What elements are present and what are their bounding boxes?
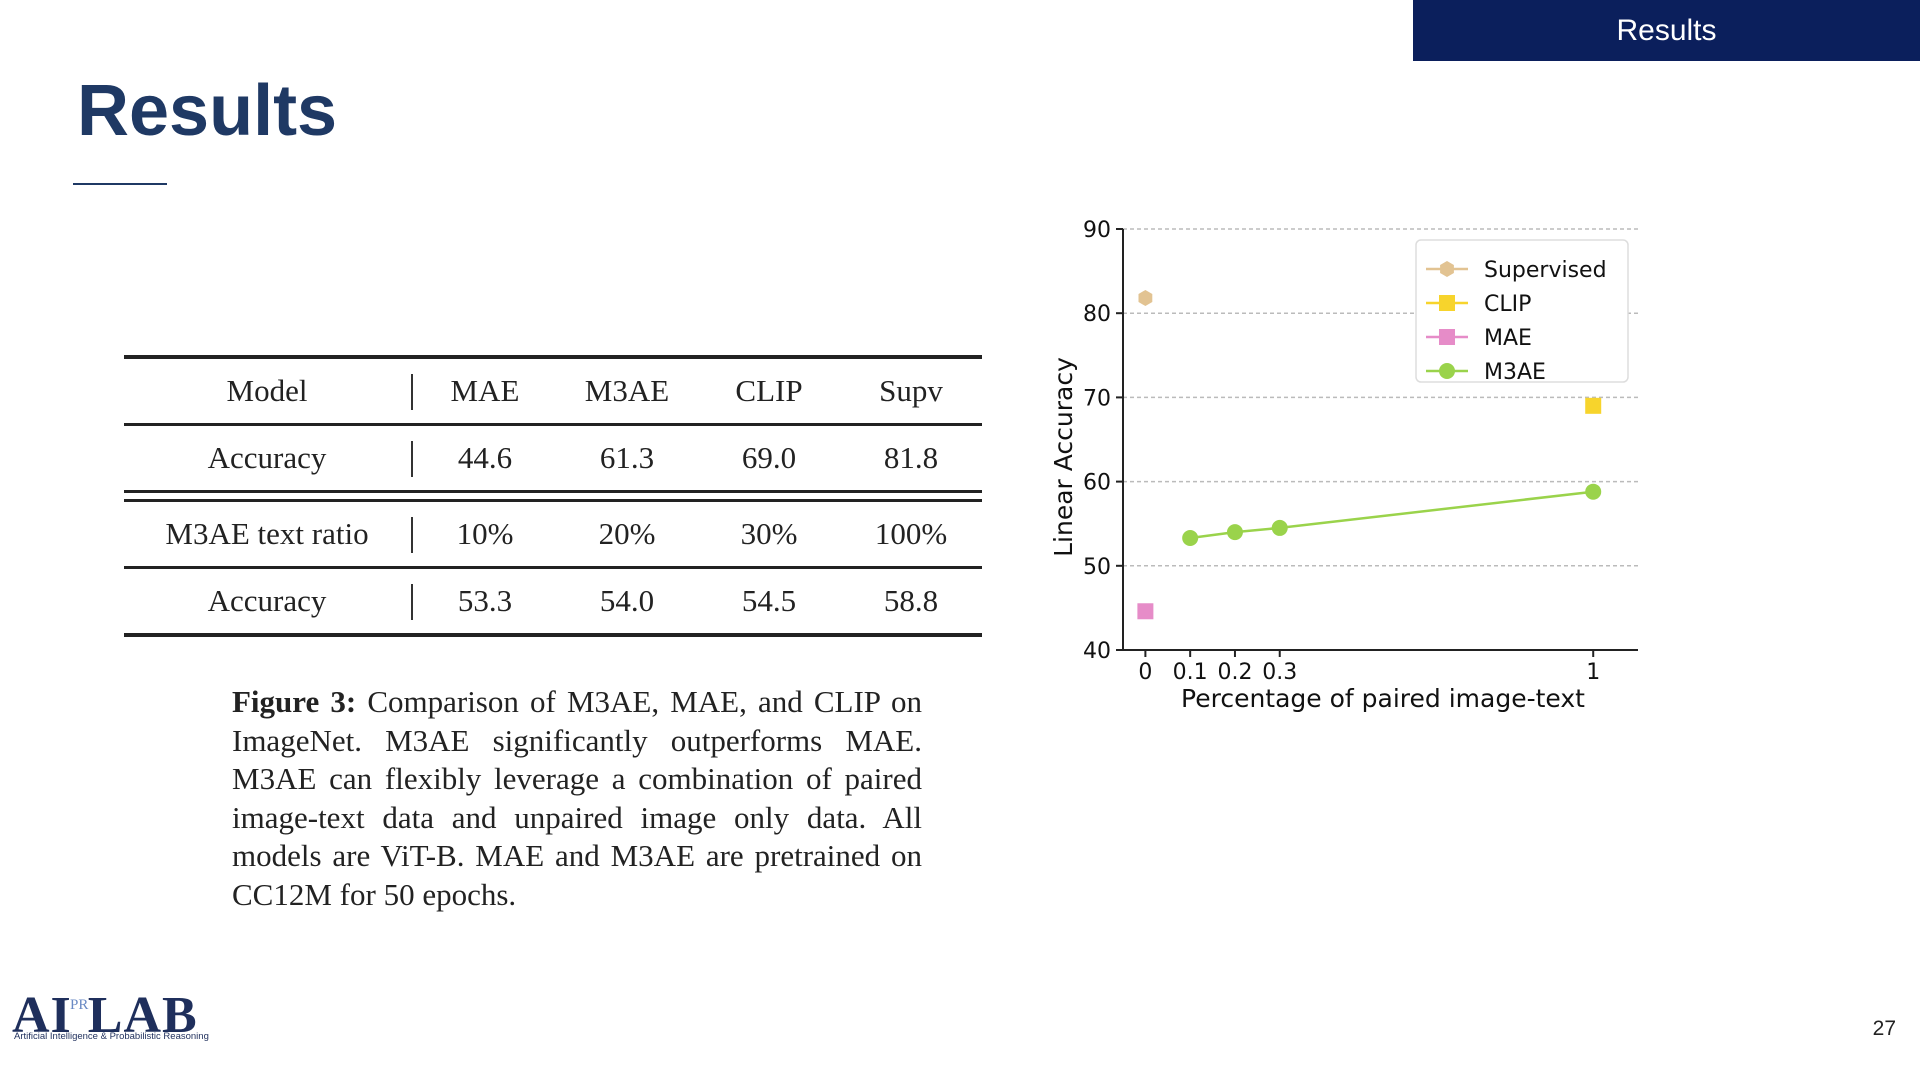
column-separator <box>410 500 414 569</box>
data-point <box>1137 603 1154 620</box>
legend-label: CLIP <box>1484 292 1531 317</box>
title-underline <box>73 183 167 185</box>
table-row: Accuracy 53.3 54.0 54.5 58.8 <box>124 567 982 637</box>
data-point <box>1226 524 1243 541</box>
slide-title: Results <box>77 71 338 151</box>
y-tick-label: 90 <box>1083 218 1111 243</box>
x-tick-label: 1 <box>1586 660 1600 685</box>
figure-caption: Figure 3: Comparison of M3AE, MAE, and C… <box>232 683 922 914</box>
legend-label: Supervised <box>1484 258 1607 283</box>
y-tick-label: 50 <box>1083 555 1111 580</box>
x-tick-label: 0 <box>1138 660 1152 685</box>
series-line <box>1190 490 1594 540</box>
table-cell: 81.8 <box>840 424 982 493</box>
table-cell: 53.3 <box>414 567 556 637</box>
table-cell: 30% <box>698 500 840 569</box>
x-tick-label: 0.2 <box>1217 660 1252 685</box>
legend-box <box>1415 239 1629 383</box>
table-cell: M3AE <box>556 355 698 426</box>
legend-label: MAE <box>1484 326 1532 351</box>
column-separator <box>410 567 414 637</box>
table-cell: MAE <box>414 355 556 426</box>
legend-marker <box>1439 363 1455 379</box>
data-point <box>1585 483 1602 500</box>
table-cell: 54.0 <box>556 567 698 637</box>
data-point <box>1182 530 1199 547</box>
y-tick-label: 60 <box>1083 471 1111 496</box>
page-number: 27 <box>1872 1017 1896 1040</box>
legend-marker <box>1439 295 1455 311</box>
table-row: Model MAE M3AE CLIP Supv <box>124 355 982 426</box>
table-row: Accuracy 44.6 61.3 69.0 81.8 <box>124 424 982 493</box>
table-cell: 10% <box>414 500 556 569</box>
legend-marker <box>1439 329 1455 345</box>
y-tick-label: 40 <box>1083 639 1111 664</box>
column-separator <box>410 355 414 426</box>
table-cell: Accuracy <box>124 567 410 637</box>
table-cell: M3AE text ratio <box>124 500 410 569</box>
data-point <box>1271 519 1288 536</box>
table-cell: 54.5 <box>698 567 840 637</box>
chart-legend: Supervised CLIP MAE M3AE <box>1415 239 1629 385</box>
table-cell: CLIP <box>698 355 840 426</box>
x-tick-label: 0.1 <box>1173 660 1208 685</box>
x-tick-label: 0.3 <box>1262 660 1297 685</box>
table-cell: 69.0 <box>698 424 840 493</box>
table-divider-row <box>124 491 982 502</box>
results-table: Model MAE M3AE CLIP Supv Accuracy 44.6 6… <box>124 355 982 637</box>
data-point <box>1138 290 1153 306</box>
data-points <box>1137 290 1602 620</box>
accuracy-chart: 40 50 60 70 80 90 0 0.1 0.2 0.3 1 Percentage of pa… <box>1049 218 1638 713</box>
legend-marker <box>1440 261 1454 277</box>
caption-label: Figure 3: <box>232 684 357 719</box>
table-cell: Model <box>124 355 410 426</box>
logo-tagline: Artificial Intelligence & Probabilistic … <box>14 1031 209 1042</box>
caption-text: Comparison of M3AE, MAE, and CLIP on Ima… <box>232 684 922 912</box>
x-axis-label: Percentage of paired image-text <box>1181 684 1585 713</box>
table-cell: 100% <box>840 500 982 569</box>
table-row: M3AE text ratio 10% 20% 30% 100% <box>124 500 982 569</box>
y-axis-label: Linear Accuracy <box>1049 357 1078 557</box>
y-tick-label: 80 <box>1083 302 1111 327</box>
column-separator <box>410 424 414 493</box>
logo-monogram: PR <box>70 997 89 1013</box>
legend-label: M3AE <box>1484 360 1546 385</box>
section-tag: Results <box>1413 0 1920 61</box>
table-cell: 58.8 <box>840 567 982 637</box>
data-point <box>1585 397 1602 414</box>
tick-labels: 40 50 60 70 80 90 0 0.1 0.2 0.3 1 <box>1083 218 1600 685</box>
series-lines <box>1190 490 1594 540</box>
table-cell: Supv <box>840 355 982 426</box>
ai-lab-logo: AI LAB PR Artificial Intelligence & Proba… <box>12 987 209 1050</box>
table-cell: 20% <box>556 500 698 569</box>
y-tick-label: 70 <box>1083 386 1111 411</box>
logo-wordmark: AI LAB <box>12 987 198 1044</box>
table-cell: 44.6 <box>414 424 556 493</box>
table-cell: Accuracy <box>124 424 410 493</box>
table-cell: 61.3 <box>556 424 698 493</box>
chart-axes <box>1122 229 1638 651</box>
